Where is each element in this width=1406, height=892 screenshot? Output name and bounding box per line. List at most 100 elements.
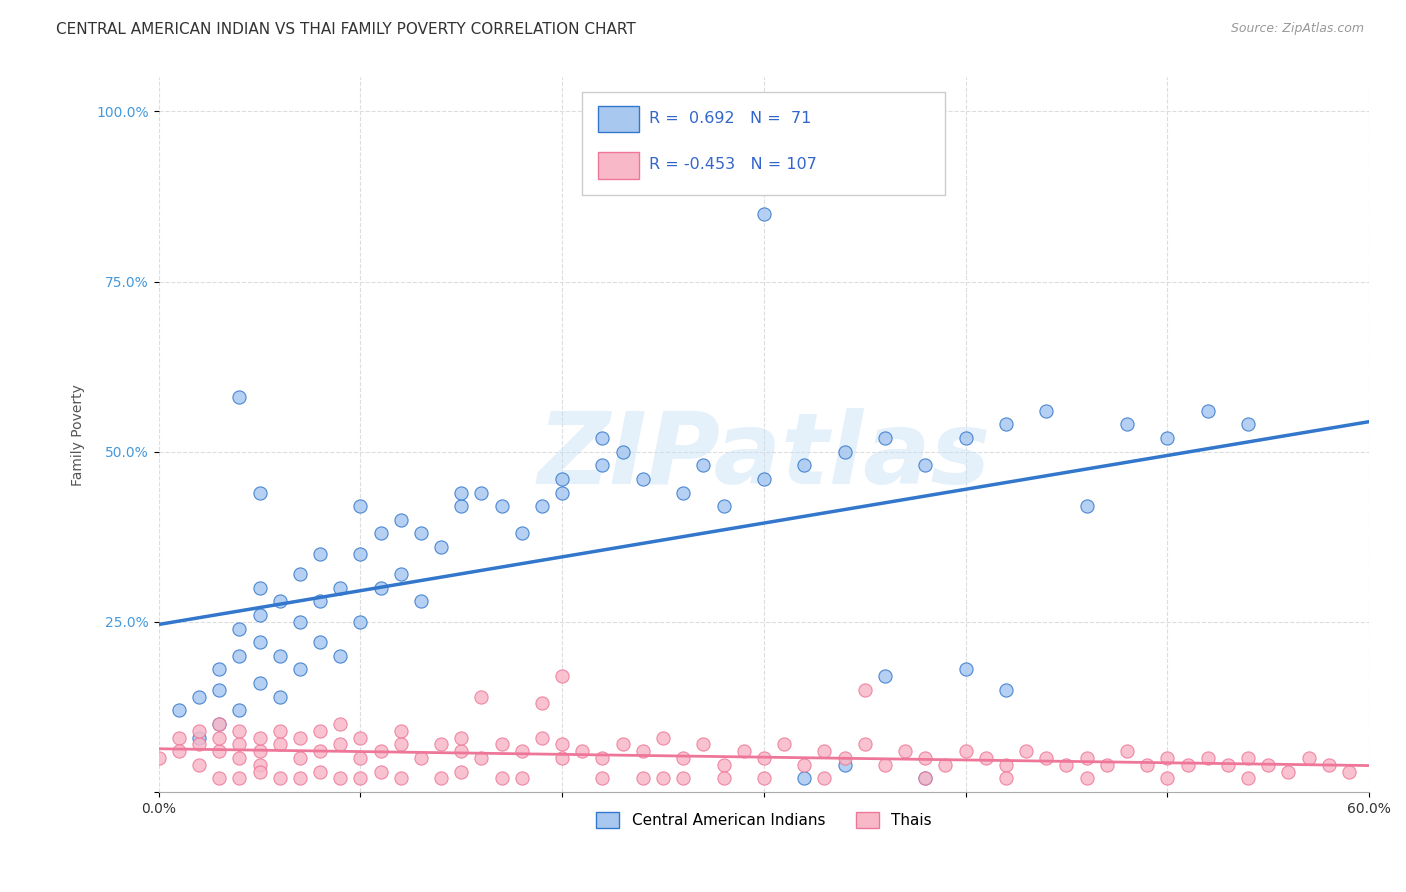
Point: [288, 751, 311, 765]
Point: [733, 744, 755, 758]
Point: [450, 731, 472, 745]
Point: [208, 772, 231, 786]
Point: [269, 737, 291, 751]
Point: [551, 472, 574, 486]
Point: [530, 697, 553, 711]
Point: [389, 772, 412, 786]
Point: [188, 737, 211, 751]
Point: [914, 751, 936, 765]
Point: [592, 431, 614, 445]
Point: [692, 737, 714, 751]
Point: [1237, 417, 1260, 432]
Point: [834, 757, 856, 772]
Point: [309, 723, 332, 738]
Point: [470, 485, 492, 500]
Y-axis label: Family Poverty: Family Poverty: [72, 384, 86, 485]
Point: [1156, 431, 1178, 445]
Point: [288, 567, 311, 582]
Point: [228, 390, 250, 404]
Text: CENTRAL AMERICAN INDIAN VS THAI FAMILY POVERTY CORRELATION CHART: CENTRAL AMERICAN INDIAN VS THAI FAMILY P…: [56, 22, 636, 37]
Point: [309, 744, 332, 758]
Point: [167, 744, 190, 758]
Point: [450, 764, 472, 779]
Point: [370, 581, 392, 595]
Point: [450, 485, 472, 500]
Point: [914, 772, 936, 786]
FancyBboxPatch shape: [598, 106, 640, 132]
Point: [631, 472, 654, 486]
Point: [349, 751, 371, 765]
Point: [631, 772, 654, 786]
Text: ZIPatlas: ZIPatlas: [537, 408, 990, 505]
Point: [1237, 751, 1260, 765]
Point: [228, 723, 250, 738]
Point: [208, 682, 231, 697]
Point: [269, 690, 291, 704]
Point: [208, 663, 231, 677]
Point: [1237, 772, 1260, 786]
Point: [188, 690, 211, 704]
Point: [370, 764, 392, 779]
Point: [349, 547, 371, 561]
Point: [288, 731, 311, 745]
Point: [1337, 764, 1360, 779]
Point: [249, 757, 271, 772]
Point: [288, 663, 311, 677]
Point: [389, 513, 412, 527]
Point: [813, 772, 835, 786]
Point: [631, 744, 654, 758]
Point: [551, 669, 574, 683]
Point: [1035, 751, 1057, 765]
Point: [329, 648, 352, 663]
Point: [228, 648, 250, 663]
Point: [491, 772, 513, 786]
Point: [672, 772, 695, 786]
Point: [1317, 757, 1340, 772]
Point: [873, 757, 896, 772]
Point: [853, 737, 876, 751]
Point: [530, 499, 553, 513]
Point: [309, 547, 332, 561]
Point: [955, 431, 977, 445]
Point: [813, 744, 835, 758]
Point: [692, 458, 714, 473]
Point: [1277, 764, 1299, 779]
Point: [228, 751, 250, 765]
Point: [652, 731, 675, 745]
Point: [955, 663, 977, 677]
Point: [1076, 772, 1098, 786]
Point: [752, 206, 775, 220]
Point: [612, 444, 634, 458]
Point: [571, 744, 593, 758]
Point: [1216, 757, 1239, 772]
Text: Source: ZipAtlas.com: Source: ZipAtlas.com: [1230, 22, 1364, 36]
Point: [249, 581, 271, 595]
Point: [249, 607, 271, 622]
Point: [752, 772, 775, 786]
Point: [955, 744, 977, 758]
Point: [269, 723, 291, 738]
Point: [349, 731, 371, 745]
Point: [450, 499, 472, 513]
Point: [1257, 757, 1279, 772]
Point: [551, 751, 574, 765]
Point: [551, 737, 574, 751]
Point: [752, 751, 775, 765]
Point: [914, 772, 936, 786]
Point: [329, 737, 352, 751]
FancyBboxPatch shape: [598, 153, 640, 179]
Point: [713, 499, 735, 513]
Point: [409, 594, 432, 608]
Point: [167, 703, 190, 717]
Point: [793, 772, 815, 786]
Point: [994, 772, 1017, 786]
Point: [592, 458, 614, 473]
Point: [1156, 772, 1178, 786]
Point: [853, 682, 876, 697]
Point: [1056, 757, 1078, 772]
Point: [370, 744, 392, 758]
Legend: Central American Indians, Thais: Central American Indians, Thais: [591, 806, 938, 834]
Point: [592, 751, 614, 765]
Point: [1095, 757, 1118, 772]
Point: [1197, 404, 1219, 418]
